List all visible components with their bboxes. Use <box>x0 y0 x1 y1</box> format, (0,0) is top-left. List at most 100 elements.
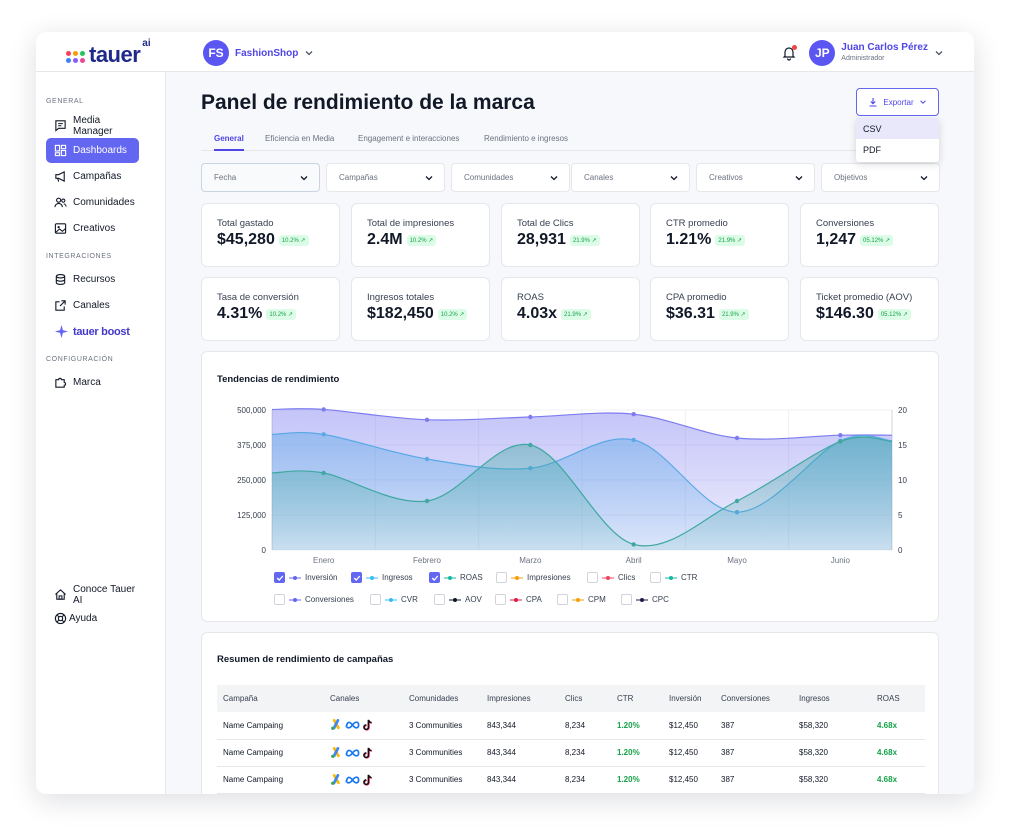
legend-item-ctr[interactable]: CTR <box>650 572 697 583</box>
column-header[interactable]: CTR <box>611 685 663 712</box>
export-option-csv[interactable]: CSV <box>856 118 939 139</box>
legend-item-cpa[interactable]: CPA <box>495 594 542 605</box>
tab-eficiencia-en-media[interactable]: Eficiencia en Media <box>265 134 335 143</box>
line-marker-icon <box>444 575 456 580</box>
data-point-ingresos <box>424 456 430 462</box>
download-icon <box>869 98 877 107</box>
checkbox[interactable] <box>429 572 440 583</box>
campaigns-panel: Resumen de rendimiento de campañas Campa… <box>201 632 939 794</box>
users-icon <box>54 197 67 208</box>
table-row[interactable]: Name Campaing 3 Communities 843,344 8,23… <box>217 739 925 767</box>
y-right-tick-label: 15 <box>898 441 907 450</box>
column-header[interactable]: Impresiones <box>481 685 559 712</box>
checkbox[interactable] <box>650 572 661 583</box>
filter-comunidades[interactable]: Comunidades <box>451 163 570 192</box>
cell-communities: 3 Communities <box>403 712 481 740</box>
legend-item-roas[interactable]: ROAS <box>429 572 483 583</box>
cell-channels <box>324 739 403 767</box>
table-row[interactable]: Name Campaing 3 Communities 843,344 8,23… <box>217 766 925 794</box>
filter-campanas[interactable]: Campañas <box>326 163 445 192</box>
checkbox[interactable] <box>621 594 632 605</box>
y-left-tick-label: 250,000 <box>237 476 266 485</box>
legend-item-ingresos[interactable]: Ingresos <box>351 572 413 583</box>
sidebar-item-marca[interactable]: Marca <box>46 370 139 395</box>
legend-item-cvr[interactable]: CVR <box>370 594 418 605</box>
notification-button[interactable] <box>781 45 798 61</box>
user-name: Juan Carlos Pérez <box>841 42 928 53</box>
sidebar-item-comunidades[interactable]: Comunidades <box>46 190 139 215</box>
check-icon <box>276 575 283 581</box>
legend-item-cpm[interactable]: CPM <box>557 594 606 605</box>
legend-item-cpc[interactable]: CPC <box>621 594 669 605</box>
checkbox[interactable] <box>557 594 568 605</box>
cell-spend: $12,450 <box>663 766 715 794</box>
top-bar: tauer ai FS FashionShop JP Juan Carlos P… <box>36 32 974 72</box>
filter-creativos[interactable]: Creativos <box>696 163 815 192</box>
column-header[interactable]: ROAS <box>871 685 925 712</box>
column-header[interactable]: Clics <box>559 685 611 712</box>
checkbox[interactable] <box>351 572 362 583</box>
data-point-inversión <box>321 407 326 412</box>
checkbox[interactable] <box>495 594 506 605</box>
filter-objetivos[interactable]: Objetivos <box>821 163 940 192</box>
export-button[interactable]: Exportar <box>856 88 939 116</box>
user-menu[interactable]: JP Juan Carlos Pérez Administrador <box>781 40 944 66</box>
cell-clicks: 8,234 <box>559 766 611 794</box>
sidebar-item-canales[interactable]: Canales <box>46 293 139 318</box>
column-header[interactable]: Conversiones <box>715 685 793 712</box>
tab-engagement[interactable]: Engagement e interacciones <box>358 134 460 143</box>
column-header[interactable]: Canales <box>324 685 403 712</box>
filter-canales[interactable]: Canales <box>571 163 690 192</box>
sidebar-item-creativos[interactable]: Creativos <box>46 216 139 241</box>
filter-fecha[interactable]: Fecha <box>201 163 320 192</box>
cell-spend: $12,450 <box>663 712 715 740</box>
workspace-switcher[interactable]: FS FashionShop <box>203 40 314 66</box>
kpi-badge: 10.2% ↗ <box>278 234 309 246</box>
checkbox[interactable] <box>587 572 598 583</box>
export-option-pdf[interactable]: PDF <box>863 144 881 155</box>
filter-label: Objetivos <box>834 173 868 182</box>
checkbox[interactable] <box>274 594 285 605</box>
sidebar-item-dashboards[interactable]: Dashboards <box>46 138 139 163</box>
legend-item-inversion[interactable]: Inversión <box>274 572 337 583</box>
legend-item-aov[interactable]: AOV <box>434 594 482 605</box>
legend-item-conversiones[interactable]: Conversiones <box>274 594 354 605</box>
checkbox[interactable] <box>370 594 381 605</box>
sidebar-item-recursos[interactable]: Recursos <box>46 267 139 292</box>
table-row[interactable]: Name Campaing 3 Communities 843,344 8,23… <box>217 712 925 740</box>
kpi-card-total-clics: Total de Clics 28,931 21.9% ↗ <box>501 203 640 267</box>
sidebar-item-media-manager[interactable]: Media Manager <box>46 113 139 138</box>
tab-rendimiento-ingresos[interactable]: Rendimiento e ingresos <box>484 134 569 143</box>
checkbox[interactable] <box>496 572 507 583</box>
column-header[interactable]: Campaña <box>217 685 324 712</box>
notification-dot <box>792 45 798 50</box>
home-icon <box>55 589 66 600</box>
column-header[interactable]: Comunidades <box>403 685 481 712</box>
data-point-inversión <box>528 414 533 420</box>
sidebar-item-conoce-tauer-ai[interactable]: Conoce Tauer AI <box>46 582 139 607</box>
sidebar-item-ayuda[interactable]: Ayuda <box>46 606 139 631</box>
column-header[interactable]: Ingresos <box>793 685 871 712</box>
workspace-avatar: FS <box>203 40 229 66</box>
sidebar-item-campanas[interactable]: Campañas <box>46 164 139 189</box>
logo[interactable]: tauer ai <box>66 38 151 66</box>
line-marker-icon <box>366 575 378 580</box>
legend-item-impresiones[interactable]: Impresiones <box>496 572 571 583</box>
checkbox[interactable] <box>434 594 445 605</box>
line-marker-icon <box>449 597 461 602</box>
kpi-card-ticket-promedio: Ticket promedio (AOV) $146.30 05.12% ↗ <box>800 277 939 341</box>
column-header[interactable]: Inversión <box>663 685 715 712</box>
legend-label: Conversiones <box>305 595 354 604</box>
tab-general[interactable]: General <box>214 134 244 151</box>
line-marker-icon <box>636 597 648 602</box>
legend-item-clics[interactable]: Clics <box>587 572 635 583</box>
kpi-card-total-impresiones: Total de impresiones 2.4M 10.2% ↗ <box>351 203 490 267</box>
lifebuoy-icon <box>54 612 67 625</box>
section-title-integraciones: INTEGRACIONES <box>46 253 112 260</box>
sidebar-item-tauer-boost[interactable]: tauer boost <box>54 324 130 339</box>
line-marker-icon <box>289 575 301 580</box>
kpi-badge: 10.2% ↗ <box>406 234 437 246</box>
kpi-label: Ticket promedio (AOV) <box>816 292 913 303</box>
legend-label: CPM <box>588 595 606 604</box>
checkbox[interactable] <box>274 572 285 583</box>
